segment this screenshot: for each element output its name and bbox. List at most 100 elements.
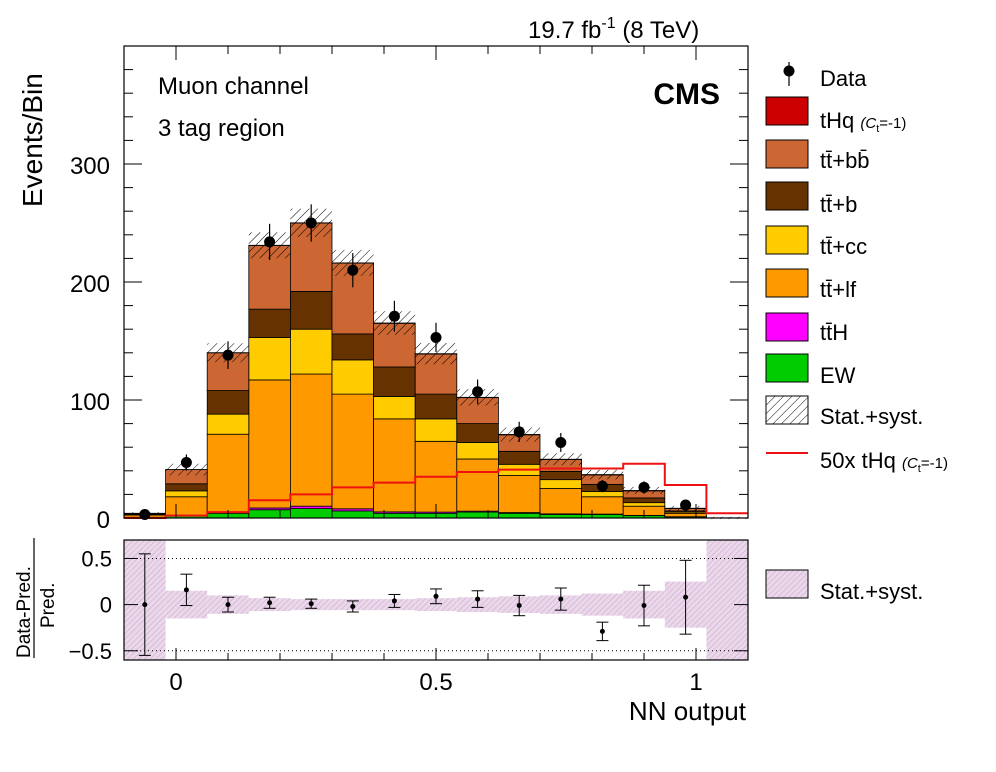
ratio-point-11 [599, 628, 605, 634]
stack-bar-3-5 [331, 359, 374, 395]
legend-entry-ratio-unc: Stat.+syst. [765, 569, 923, 604]
stack-bar-2-13 [664, 512, 707, 518]
channel-label: Muon channel [158, 73, 309, 100]
data-point-3 [264, 236, 276, 248]
data-point-2 [222, 349, 234, 361]
stack-bar-4-8 [456, 423, 499, 443]
stack-bar-3-10 [539, 479, 582, 489]
ratio-point-10 [558, 596, 564, 602]
stack-bar-4-1 [165, 483, 208, 492]
ratio-point-5 [350, 603, 356, 609]
legend-label-ratio-unc: Stat.+syst. [820, 579, 923, 604]
legend-label-data: Data [820, 66, 867, 91]
legend-label-ttb: tt̄+b [820, 192, 857, 217]
data-point-0 [139, 508, 151, 520]
stack-bar-4-3 [248, 308, 291, 338]
stack-bar-4-5 [331, 333, 374, 361]
main-frame [123, 45, 749, 519]
stack-bar-4-9 [497, 450, 541, 465]
y-tick-label-1: 100 [70, 389, 110, 416]
legend-entry-ttlf: tt̄+lf [765, 268, 857, 302]
data-point-4 [305, 217, 317, 229]
ratio-point-13 [683, 594, 689, 600]
legend-label-ew: EW [820, 363, 856, 388]
uncertainty-band-7 [415, 343, 457, 365]
data-point-6 [388, 310, 400, 322]
x-tick-label-0: 0 [169, 669, 182, 696]
ratio-point-9 [516, 603, 522, 609]
ratio-band-14 [706, 540, 748, 660]
y-axis-label: Events/Bin [17, 73, 48, 207]
stack-bar-2-5 [331, 393, 374, 510]
stack-bar-3-2 [206, 413, 250, 435]
data-point-13 [680, 499, 692, 511]
data-point-10 [555, 436, 567, 448]
legend-entry-unc: Stat.+syst. [765, 395, 923, 429]
stack-bar-2-1 [165, 496, 208, 516]
ratio-y-tick-label-2: 0.5 [81, 546, 112, 571]
stack-bar-0-3 [248, 509, 291, 519]
ratio-point-6 [391, 598, 397, 604]
stack-bar-3-12 [622, 502, 666, 507]
x-tick-label-2: 1 [689, 669, 702, 696]
data-point-1 [180, 457, 192, 469]
stack-bar-0-4 [289, 508, 333, 519]
ratio-point-3 [267, 600, 273, 606]
legend-label-ttcc: tt̄+cc [820, 234, 867, 259]
legend-label-tth: tt̄H [820, 320, 848, 345]
ratio-band-7 [415, 598, 457, 612]
ratio-y-label: Data-Pred. Pred. [14, 538, 59, 658]
data-point-11 [596, 480, 608, 492]
stack-bar-0-9 [497, 512, 541, 519]
legend: Data tHq (Ct=-1) tt̄+bb̄ tt̄+b tt̄+cc tt… [765, 62, 948, 604]
ratio-band-11 [581, 593, 624, 616]
stack-bar-3-4 [289, 328, 333, 375]
legend-entry-signal: 50x tHq (Ct=-1) [766, 448, 948, 475]
stack-bar-3-7 [414, 418, 458, 442]
stack-bar-2-3 [248, 379, 291, 509]
region-label: 3 tag region [158, 115, 285, 142]
legend-entry-tth: tt̄H [765, 312, 848, 345]
data-point-9 [513, 426, 525, 438]
legend-entry-ttcc: tt̄+cc [765, 225, 867, 259]
signal-50x-line [124, 462, 748, 519]
legend-entry-thq: tHq (Ct=-1) [765, 96, 906, 135]
legend-label-ttbb: tt̄+bb̄ [820, 148, 870, 173]
ratio-y-tick-label-1: 0 [100, 593, 112, 618]
x-tick-label-1: 0.5 [419, 669, 452, 696]
svg-text:Pred.: Pred. [38, 583, 59, 628]
stack-bar-4-10 [539, 470, 582, 481]
legend-entry-ew: EW [765, 353, 856, 388]
legend-entry-ttb: tt̄+b [765, 181, 857, 217]
legend-entry-ttbb: tt̄+bb̄ [765, 139, 870, 173]
ratio-point-0 [142, 602, 148, 608]
stack-bar-4-12 [622, 497, 666, 504]
stack-bar-2-4 [289, 373, 333, 507]
stack-bar-3-3 [248, 337, 291, 381]
data-point-7 [430, 331, 442, 343]
stack-bar-2-2 [206, 433, 250, 513]
ratio-point-12 [641, 603, 647, 609]
stack-bar-0-8 [456, 511, 499, 519]
x-axis-label: NN output [629, 696, 747, 726]
ratio-plot-panel: −0.5 0 0.5 0 0.5 1 [69, 540, 748, 696]
stack-bar-3-1 [165, 490, 208, 498]
legend-label-thq: tHq (Ct=-1) [820, 108, 906, 135]
legend-entry-data: Data [783, 62, 867, 91]
stack-bar-2-8 [456, 458, 499, 512]
ratio-point-1 [183, 587, 189, 593]
cms-label: CMS [653, 78, 720, 111]
stack-bar-3-6 [373, 396, 416, 420]
stack-bar-3-8 [456, 442, 499, 460]
stack-bar-0-5 [331, 510, 374, 519]
stack-bar-4-7 [414, 393, 458, 420]
y-tick-label-0: 0 [97, 507, 110, 534]
ratio-point-2 [225, 602, 231, 608]
ratio-point-8 [475, 596, 481, 602]
stack-bar-4-6 [373, 366, 416, 397]
data-point-8 [472, 386, 484, 398]
main-plot-panel: 0 100 200 300 [70, 46, 749, 534]
lumi-label: 19.7 fb-1 (8 TeV) [528, 15, 699, 44]
data-point-5 [347, 264, 359, 276]
